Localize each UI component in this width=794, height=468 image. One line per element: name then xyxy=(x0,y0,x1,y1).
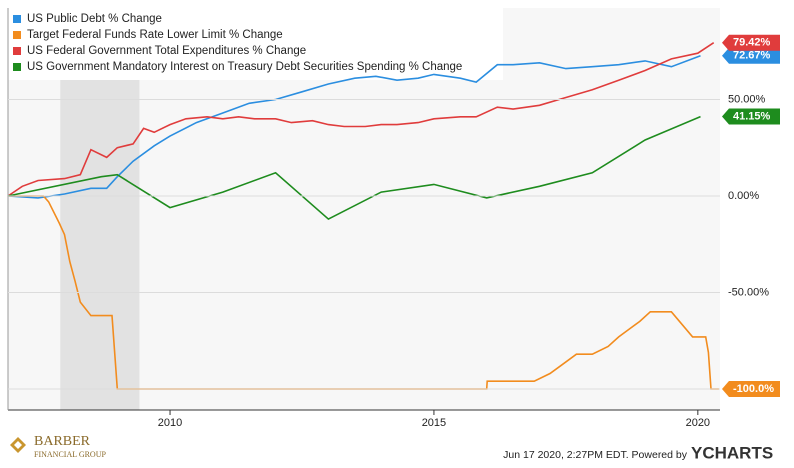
series-line xyxy=(7,54,701,199)
series-line xyxy=(7,42,715,197)
logo-text: BARBER xyxy=(34,434,91,449)
x-tick-label: 2020 xyxy=(686,417,710,429)
legend-box xyxy=(8,8,503,80)
end-label: -100.0% xyxy=(733,383,774,395)
logo-text: FINANCIAL GROUP xyxy=(34,450,106,459)
x-tick-label: 2010 xyxy=(158,417,182,429)
y-tick-label: -50.00% xyxy=(728,286,769,298)
end-badge xyxy=(722,108,780,125)
brand: YCHARTS xyxy=(691,443,773,462)
end-label: 72.67% xyxy=(733,50,771,62)
timestamp: Jun 17 2020, 2:27PM EDT. Powered by xyxy=(503,449,688,461)
legend-swatch xyxy=(13,63,21,71)
legend-swatch xyxy=(13,31,21,39)
end-label: 79.42% xyxy=(733,37,771,49)
legend-label: Target Federal Funds Rate Lower Limit % … xyxy=(27,29,283,41)
x-tick-label: 2015 xyxy=(422,417,446,429)
legend-label: US Government Mandatory Interest on Trea… xyxy=(27,61,462,73)
end-badge xyxy=(722,34,780,51)
end-badge xyxy=(722,380,780,397)
legend-swatch xyxy=(13,15,21,23)
end-badge xyxy=(722,47,780,64)
series-line xyxy=(7,115,701,221)
y-tick-label: 50.00% xyxy=(728,93,766,105)
end-label: 41.15% xyxy=(733,110,771,122)
logo-icon xyxy=(14,441,22,449)
legend-swatch xyxy=(13,47,21,55)
legend-label: US Public Debt % Change xyxy=(27,13,162,25)
y-tick-label: 0.00% xyxy=(728,190,759,202)
series-line xyxy=(8,195,719,390)
legend-label: US Federal Government Total Expenditures… xyxy=(27,45,306,57)
